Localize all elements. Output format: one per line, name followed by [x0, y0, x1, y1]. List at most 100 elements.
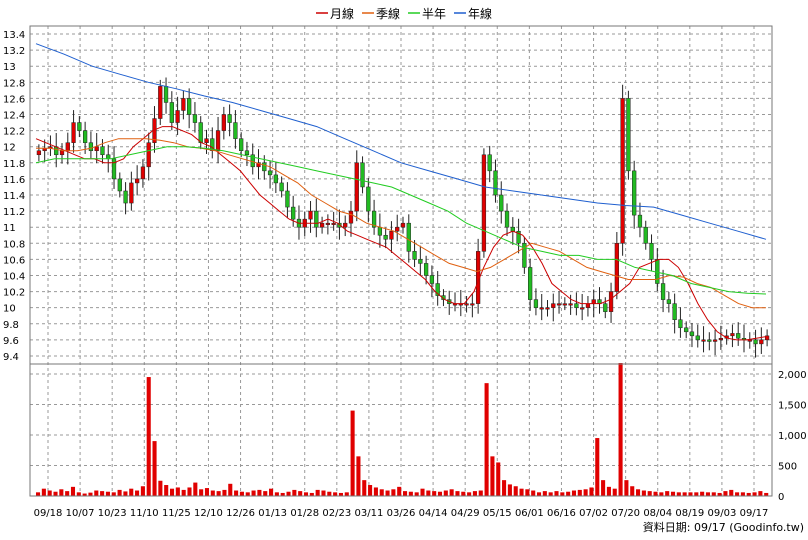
volume-bars [36, 363, 769, 496]
volume-bar [245, 492, 250, 496]
volume-bar [158, 480, 163, 496]
volume-bar [711, 492, 716, 496]
candle-body [163, 86, 169, 103]
candle-body [487, 154, 492, 172]
candle-body [684, 327, 689, 333]
candle-body [129, 182, 134, 204]
candle-body [377, 226, 383, 236]
candle-body [366, 186, 371, 212]
candle-body [140, 166, 146, 180]
volume-bar [624, 480, 629, 496]
volume-bar [542, 491, 547, 496]
legend-month-line-label: 月線 [330, 6, 354, 21]
candle-body [291, 206, 296, 220]
price-tick-label: 12.2 [3, 127, 25, 138]
candle-body [568, 303, 573, 306]
candle-body [343, 222, 348, 228]
date-tick-label: 02/23 [322, 508, 351, 519]
candle-body [418, 259, 423, 264]
candle-body [233, 122, 238, 139]
volume-bar [403, 491, 408, 496]
volume-bar [647, 491, 652, 496]
volume-bar [764, 492, 769, 496]
volume-bar [536, 492, 542, 496]
candle-body [637, 214, 643, 228]
candle-body [493, 170, 498, 196]
ma-line-季線 [36, 138, 766, 309]
candle-body [239, 138, 244, 151]
candle-body [429, 275, 435, 284]
volume-bar [688, 492, 693, 496]
candle-body [123, 190, 128, 204]
candle-body [406, 222, 411, 252]
volume-bar [467, 492, 472, 496]
volume-bar [519, 488, 524, 496]
candle-body [158, 86, 163, 119]
volume-bar [583, 489, 588, 496]
date-axis-labels: 09/18 10/07 10/23 11/10 11/25 12/10 12/26 01/13… [34, 508, 769, 519]
candle-body [608, 291, 614, 312]
candle-body [539, 307, 544, 310]
volume-bar [111, 492, 116, 496]
volume-bar [286, 491, 291, 496]
volume-bar [560, 492, 565, 496]
volume-bar [740, 492, 745, 496]
volume-bar [47, 490, 52, 496]
volume-bar [601, 480, 606, 496]
date-tick-label: 10/07 [66, 508, 95, 519]
candle-body [227, 114, 232, 123]
candle-body [533, 299, 539, 308]
price-axis-labels: 13.4 13.2 13 12.8 12.6 12.4 12.2 12 11.8 11.6 11.4… [3, 30, 25, 363]
volume-bar [670, 491, 676, 496]
volume-bar [356, 456, 361, 496]
volume-bar [420, 488, 425, 496]
volume-bar [338, 492, 343, 496]
date-tick-label: 09/18 [34, 508, 63, 519]
candle-body [562, 303, 567, 306]
candle-body [701, 339, 706, 342]
candle-body [620, 98, 625, 244]
volume-bar [362, 480, 367, 496]
ma-line-年線 [35, 43, 767, 240]
candle-body [100, 146, 105, 156]
candle-body [181, 98, 186, 111]
price-tick-label: 12.8 [3, 78, 25, 89]
volume-bar [700, 491, 705, 496]
volume-bar [641, 490, 646, 496]
candle-body [632, 170, 637, 216]
price-tick-label: 10.6 [3, 255, 25, 266]
volume-bar [717, 492, 722, 496]
candle-body [499, 194, 504, 212]
volume-bar [461, 491, 466, 496]
candle-body [279, 182, 284, 192]
candle-body [753, 339, 758, 345]
volume-bar [117, 489, 122, 496]
price-tick-label: 9.8 [3, 320, 19, 331]
volume-bar [385, 490, 390, 496]
volume-bar [566, 491, 571, 496]
volume-bar [82, 493, 87, 496]
candle-body [331, 222, 336, 225]
volume-bar [595, 438, 600, 496]
candle-body [585, 303, 591, 308]
volume-bar [140, 486, 145, 496]
candle-body [395, 226, 400, 232]
volume-bar [187, 487, 192, 496]
volume-bar [391, 489, 396, 496]
candle-body [712, 339, 718, 342]
volume-bar [76, 492, 81, 496]
candle-body [94, 146, 99, 151]
volume-tick-label: 0 [778, 492, 784, 503]
volume-bar [729, 489, 734, 496]
candle-body [221, 114, 226, 131]
volume-bar [478, 490, 483, 496]
legend-quarter-line-label: 季線 [376, 6, 400, 21]
candle-body [545, 307, 550, 310]
candle-body [400, 222, 406, 228]
candle-body [371, 210, 377, 228]
candle-body [626, 98, 631, 172]
volume-bar [548, 492, 553, 496]
candle-body [117, 178, 122, 192]
